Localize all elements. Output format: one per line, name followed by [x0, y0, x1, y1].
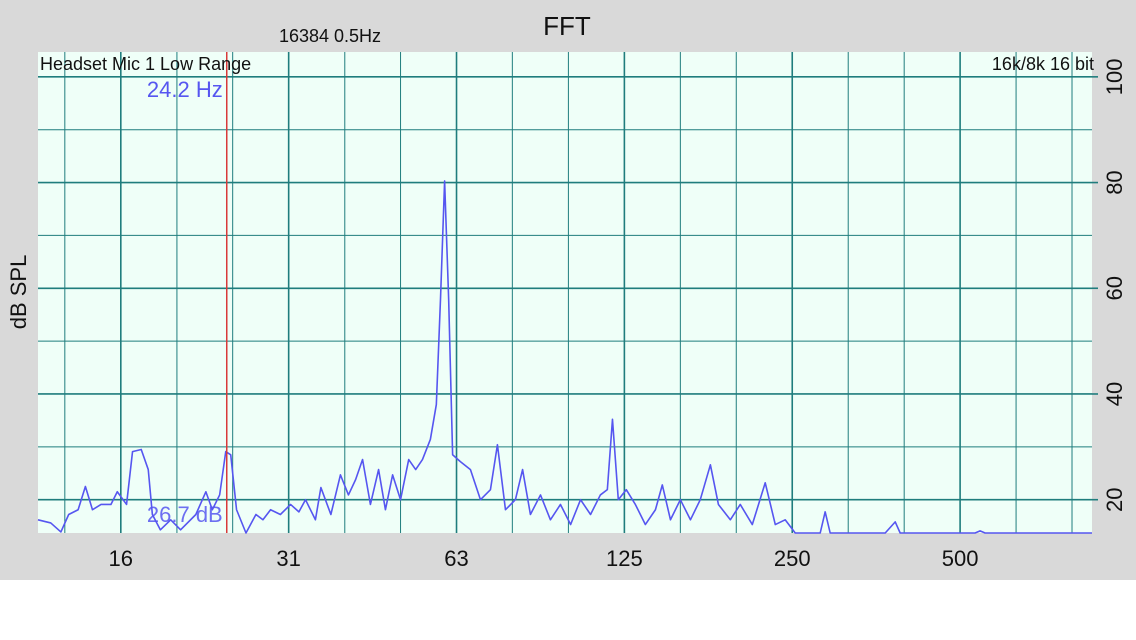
- fft-settings: 16384 0.5Hz: [279, 26, 381, 46]
- grid: [38, 52, 1098, 533]
- input-label: Headset Mic 1 Low Range: [40, 54, 251, 74]
- format-label: 16k/8k 16 bit: [992, 54, 1094, 74]
- x-tick-label: 250: [774, 546, 811, 571]
- x-tick-label: 16: [109, 546, 133, 571]
- cursor-level: 26.7 dB: [147, 502, 223, 527]
- spectrum-line: [37, 180, 1092, 534]
- x-tick-label: 31: [276, 546, 300, 571]
- y-tick-label: 100: [1102, 58, 1127, 95]
- x-tick-label: 63: [444, 546, 468, 571]
- x-tick-label: 125: [606, 546, 643, 571]
- y-axis-label: dB SPL: [6, 255, 31, 330]
- chart-title: FFT: [543, 11, 591, 41]
- y-tick-label: 60: [1102, 276, 1127, 300]
- cursor-frequency: 24.2 Hz: [147, 77, 223, 102]
- marks: [37, 52, 1092, 534]
- y-tick-label: 40: [1102, 382, 1127, 406]
- y-tick-label: 20: [1102, 487, 1127, 511]
- y-tick-label: 80: [1102, 170, 1127, 194]
- x-tick-label: 500: [942, 546, 979, 571]
- plot-area: [38, 52, 1092, 533]
